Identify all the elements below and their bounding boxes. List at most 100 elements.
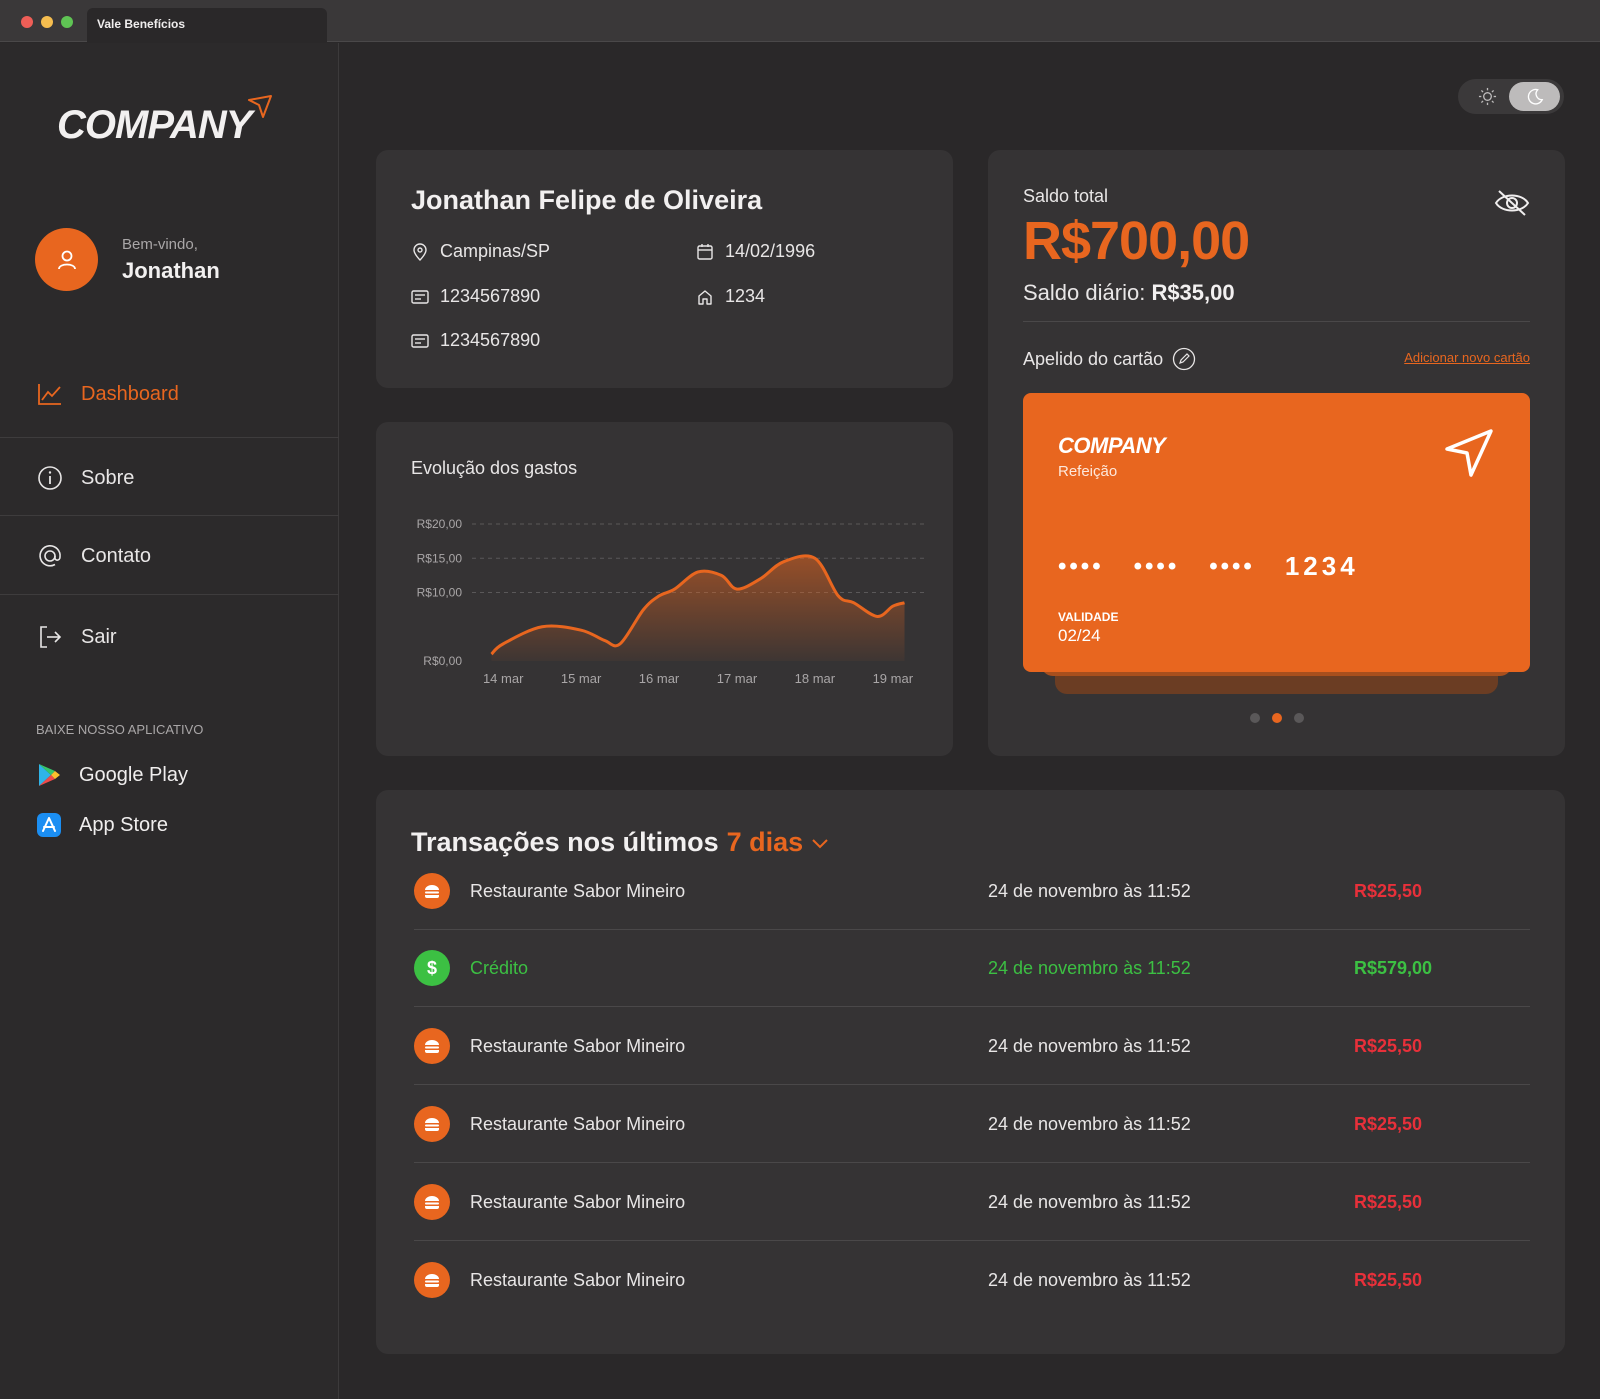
burger-icon [414,1184,450,1220]
sun-icon[interactable] [1478,87,1497,106]
daily-balance-value: R$35,00 [1151,280,1235,305]
nav-sobre[interactable]: Sobre [0,439,339,517]
add-card-link[interactable]: Adicionar novo cartão [1404,350,1530,365]
app-label: App Store [79,813,168,836]
period-selector[interactable]: 7 dias [726,827,804,857]
user-name: Jonathan [122,258,220,283]
company-logo[interactable]: COMPANY [57,103,252,147]
minimize-window-button[interactable] [41,16,53,28]
divider [414,1240,1530,1241]
pager-dot[interactable] [1294,713,1304,723]
card-masked-group: •••• [1058,552,1104,580]
profile-doc2: 1234567890 [411,330,540,351]
transaction-row[interactable]: $ Crédito 24 de novembro às 11:52 R$579,00 [414,929,1530,1007]
info-icon [36,464,64,492]
nav-label: Contato [81,544,152,567]
pager-dot[interactable] [1250,713,1260,723]
x-tick-label: 16 mar [639,671,680,686]
card-brand: COMPANY [1058,433,1166,458]
divider [0,594,339,595]
transaction-name: Restaurante Sabor Mineiro [470,880,686,901]
credit-card[interactable]: COMPANY Refeição •••• •••• •••• 1234 VAL… [1023,393,1530,672]
card-last-digits: 1234 [1284,551,1359,581]
transaction-amount: R$579,00 [1354,957,1433,978]
pager-dot-active[interactable] [1272,713,1282,723]
divider [0,515,339,516]
total-balance-value: R$700,00 [1023,211,1250,271]
browser-tab[interactable]: Vale Benefícios [87,8,327,42]
id-card-icon [411,332,429,350]
x-tick-label: 15 mar [561,671,602,686]
card-arrow-icon [1445,429,1493,477]
google-play-link[interactable]: Google Play [36,762,188,788]
balance-card: Saldo total R$700,00 Saldo diário: R$35,… [988,150,1565,756]
doc1-text: 1234567890 [440,286,541,306]
logo-arrow-icon [248,95,272,118]
user-avatar[interactable] [35,228,98,291]
hide-balance-icon[interactable] [1493,188,1531,218]
divider [414,1084,1530,1085]
apps-section-title: BAIXE NOSSO APLICATIVO [36,722,204,737]
transaction-row[interactable]: Restaurante Sabor Mineiro 24 de novembro … [414,852,1530,930]
y-tick-label: R$10,00 [417,586,463,600]
transaction-row[interactable]: Restaurante Sabor Mineiro 24 de novembro … [414,1163,1530,1241]
burger-icon [414,873,450,909]
sidebar: COMPANY Bem-vindo, Jonathan Dashboard So… [0,43,339,1399]
moon-icon [1527,88,1543,105]
y-tick-label: R$0,00 [423,654,462,668]
burger-icon [414,1262,450,1298]
x-tick-label: 14 mar [483,671,524,686]
card-masked-group: •••• [1133,552,1180,580]
transactions-card: Transações nos últimos 7 dias Restaurant… [376,790,1565,1354]
total-balance-label: Saldo total [1023,186,1109,206]
city-text: Campinas/SP [440,241,551,261]
theme-toggle[interactable] [1458,79,1564,114]
card-type: Refeição [1058,463,1118,480]
transaction-date: 24 de novembro às 11:52 [988,1035,1191,1056]
dollar-icon: $ [414,950,450,986]
app-store-link[interactable]: App Store [36,812,168,838]
theme-knob[interactable] [1509,82,1560,111]
nav-label: Sobre [81,466,135,489]
profile-birth: 14/02/1996 [696,241,815,262]
divider [414,1162,1530,1163]
close-window-button[interactable] [21,16,33,28]
svg-text:$: $ [427,958,437,978]
card-validity-label: VALIDADE [1058,610,1119,624]
transaction-row[interactable]: Restaurante Sabor Mineiro 24 de novembro … [414,1085,1530,1163]
transaction-amount: R$25,50 [1354,1269,1423,1290]
doc2-text: 1234567890 [440,330,541,350]
nav-dashboard[interactable]: Dashboard [0,355,339,433]
nav-sair[interactable]: Sair [0,598,339,676]
profile-card: Jonathan Felipe de Oliveira Campinas/SP … [376,150,953,388]
home-icon [696,288,714,306]
transaction-name: Crédito [470,957,529,978]
transaction-date: 24 de novembro às 11:52 [988,1269,1191,1290]
card-nickname-label: Apelido do cartão [1023,348,1164,369]
maximize-window-button[interactable] [61,16,73,28]
chevron-down-icon[interactable] [811,837,829,849]
series-area [491,555,905,661]
profile-doc1: 1234567890 [411,286,540,307]
welcome-text: Bem-vindo, [122,236,198,253]
edit-icon[interactable] [1172,347,1196,371]
app-label: Google Play [79,763,188,786]
transaction-amount: R$25,50 [1354,1191,1423,1212]
transaction-row[interactable]: Restaurante Sabor Mineiro 24 de novembro … [414,1241,1530,1319]
card-nickname: Apelido do cartão [1023,347,1196,371]
spending-chart: R$0,00 R$10,00 R$15,00 R$20,00 14 mar 15 mar 1… [417,517,924,686]
profile-name: Jonathan Felipe de Oliveira [411,185,763,215]
transaction-row[interactable]: Restaurante Sabor Mineiro 24 de novembro … [414,1007,1530,1085]
transaction-amount: R$25,50 [1354,1035,1423,1056]
nav-contato[interactable]: Contato [0,517,339,595]
x-tick-label: 19 mar [873,671,914,686]
card-validity: 02/24 [1058,626,1101,645]
card-pager [1250,713,1316,723]
transaction-name: Restaurante Sabor Mineiro [470,1191,686,1212]
divider [1023,321,1530,322]
google-play-icon [39,764,60,786]
nav-label: Sair [81,625,117,648]
nav-label: Dashboard [81,382,179,405]
divider [0,437,339,438]
divider [414,929,1530,930]
